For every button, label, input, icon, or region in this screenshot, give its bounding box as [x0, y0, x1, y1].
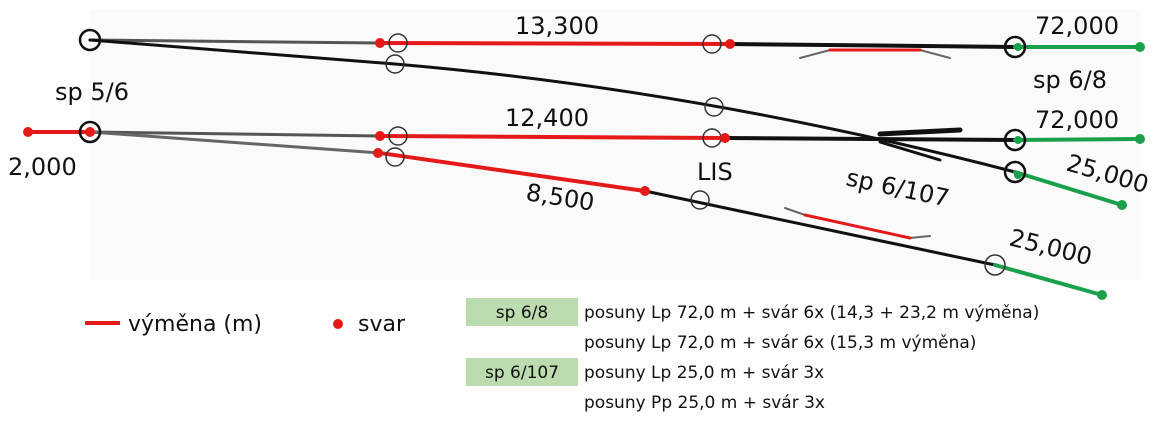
length-label: 12,400 — [505, 104, 589, 132]
note-tag: sp 6/107 — [485, 363, 559, 383]
switch-segment — [378, 151, 647, 193]
welds — [23, 38, 735, 196]
switch-segment — [378, 41, 732, 46]
track — [878, 140, 942, 162]
rail-end — [1117, 200, 1127, 210]
joint — [78, 120, 102, 144]
track — [728, 42, 1017, 49]
note-tag: sp 6/8 — [496, 303, 548, 323]
note-text: posuny Pp 25,0 m + svár 3x — [584, 393, 825, 413]
switch-segment — [378, 134, 727, 140]
track — [877, 127, 963, 137]
joint — [385, 54, 405, 74]
rail-end — [1097, 290, 1107, 300]
rail-section — [1013, 137, 1142, 142]
joint — [1003, 128, 1027, 152]
rail-end — [1135, 42, 1145, 52]
green-ends — [1014, 42, 1145, 300]
track — [723, 136, 1017, 142]
weld — [725, 39, 735, 49]
track — [88, 130, 382, 155]
track — [88, 130, 382, 138]
weld — [720, 133, 730, 143]
switch-segment — [803, 213, 912, 240]
note-tag-bg — [466, 358, 578, 386]
rail-end — [1014, 136, 1022, 144]
weld — [373, 148, 383, 158]
joint — [702, 34, 722, 54]
legend-swatch — [333, 319, 343, 329]
joint — [1003, 35, 1027, 59]
legend-label: svar — [358, 312, 406, 337]
joint — [690, 190, 710, 210]
joint — [984, 254, 1006, 276]
weld — [375, 38, 385, 48]
length-label: 13,300 — [515, 12, 599, 40]
track — [643, 189, 997, 267]
weld — [85, 127, 95, 137]
joint — [704, 97, 724, 117]
rail-end — [1014, 43, 1022, 51]
length-label: 72,000 — [1035, 106, 1119, 134]
weld — [640, 186, 650, 196]
legend-label: výměna (m) — [128, 312, 262, 337]
joints — [78, 28, 1027, 276]
notes: sp 6/8 posuny Lp 72,0 m + svár 6x (14,3 +… — [466, 298, 1039, 413]
switch-label: sp 5/6 — [55, 78, 129, 106]
joint — [388, 33, 408, 53]
diagram-area — [90, 10, 1140, 280]
length-label: 2,000 — [8, 153, 77, 181]
tracks — [26, 38, 1142, 297]
joint — [78, 28, 102, 52]
joint — [385, 147, 405, 167]
rail-section — [1013, 170, 1124, 207]
rail-section — [993, 263, 1104, 297]
joint — [1003, 160, 1027, 184]
rail-end — [1135, 134, 1145, 144]
length-label: 72,000 — [1035, 12, 1119, 40]
joint — [388, 126, 408, 146]
rail-end — [1014, 171, 1022, 179]
note-text: posuny Lp 72,0 m + svár 6x (15,3 m výměn… — [584, 333, 976, 353]
weld — [375, 131, 385, 141]
note-tag-bg — [466, 298, 578, 326]
weld — [23, 127, 33, 137]
station-label: LIS — [697, 158, 733, 186]
note-text: posuny Lp 25,0 m + svár 3x — [584, 363, 824, 383]
note-text: posuny Lp 72,0 m + svár 6x (14,3 + 23,2 … — [584, 303, 1039, 323]
track — [88, 38, 1017, 174]
track — [88, 38, 382, 45]
switch-label: sp 6/8 — [1033, 66, 1107, 94]
